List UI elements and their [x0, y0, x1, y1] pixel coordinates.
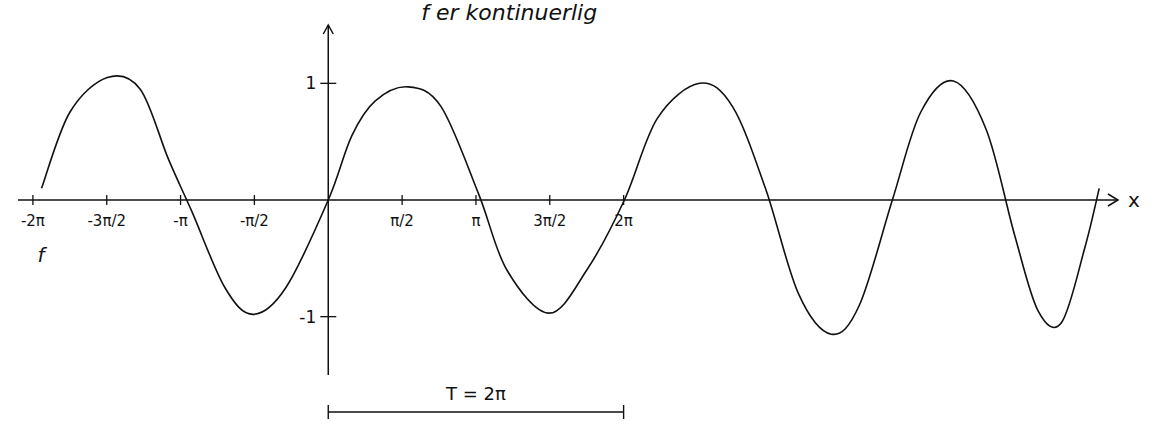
- x-axis: [18, 199, 1118, 201]
- y-tick: [320, 316, 336, 317]
- x-tick: [401, 195, 402, 205]
- x-tick: [32, 195, 33, 205]
- y-tick: [320, 83, 336, 84]
- x-axis-label: x: [1128, 188, 1140, 212]
- annotation: T = 2π: [445, 383, 506, 404]
- series-line: [42, 76, 1100, 335]
- y-tick-label: 1: [305, 73, 316, 93]
- x-axis-arrow: [1108, 194, 1118, 206]
- series-label: f: [38, 243, 48, 267]
- plot-area: [42, 76, 1100, 335]
- x-tick-label: -π/2: [240, 212, 269, 230]
- x-tick-label: 3π/2: [533, 212, 566, 230]
- x-tick: [106, 195, 107, 205]
- x-tick-label: π/2: [390, 212, 414, 230]
- x-tick: [475, 195, 476, 205]
- x-tick-label: -3π/2: [87, 212, 126, 230]
- x-tick-label: π: [471, 212, 480, 230]
- y-axis-arrow: [323, 25, 333, 34]
- period-bracket: [328, 405, 623, 419]
- x-tick: [254, 195, 255, 205]
- y-tick-label: -1: [299, 307, 316, 327]
- chart: x-2π-3π/2-π-π/2π/2π3π/22π1-1f er kontinu…: [0, 0, 1157, 433]
- x-tick: [180, 195, 181, 205]
- x-tick: [549, 195, 550, 205]
- title: f er kontinuerlig: [421, 0, 597, 25]
- x-tick-label: -2π: [21, 212, 45, 230]
- x-tick-label: -π: [173, 212, 187, 230]
